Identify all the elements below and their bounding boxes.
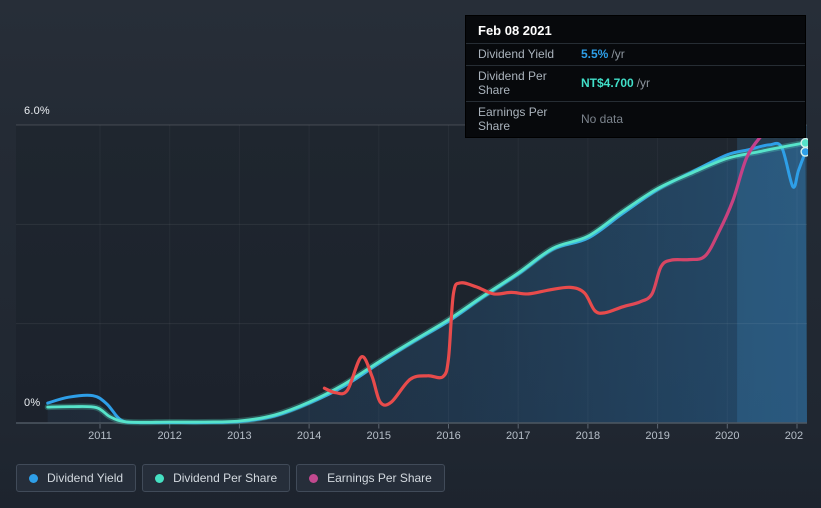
end-marker-dividend-yield[interactable] — [800, 146, 810, 157]
past-period-band — [737, 125, 807, 423]
tooltip-row-label: Dividend Per Share — [478, 69, 547, 97]
legend-label: Dividend Yield — [47, 471, 124, 485]
legend-label: Earnings Per Share — [327, 471, 432, 485]
x-axis-tick-label: 2021 — [784, 430, 804, 442]
x-axis-tick-label: 2013 — [227, 430, 252, 442]
x-axis-tick-label: 2012 — [157, 430, 182, 442]
legend-dot-earnings-per-share — [309, 473, 319, 483]
tooltip-date: Feb 08 2021 — [478, 23, 552, 38]
legend-dot-dividend-yield — [29, 473, 38, 483]
x-axis-tick-label: 2020 — [715, 430, 740, 442]
tooltip: Feb 08 2021 Dividend Yield 5.5%/yr Divid… — [465, 15, 806, 138]
tooltip-row-label: Dividend Yield — [478, 47, 555, 61]
legend-item-dividend-per-share[interactable]: Dividend Per Share — [142, 464, 291, 492]
legend: Dividend Yield Dividend Per Share Earnin… — [16, 464, 445, 492]
tooltip-row-value: No data — [581, 112, 624, 126]
x-axis-tick-label: 2017 — [505, 430, 531, 442]
tooltip-row-earnings-per-share: Earnings Per Share No data — [466, 101, 805, 137]
legend-item-earnings-per-share[interactable]: Earnings Per Share — [296, 464, 445, 492]
x-axis-tick-label: 2016 — [436, 430, 461, 442]
tooltip-row-value: 5.5% — [581, 47, 609, 61]
x-axis-tick-label: 2018 — [575, 430, 601, 442]
x-axis-tick-label: 2014 — [296, 430, 322, 442]
x-axis-tick-label: 2019 — [645, 430, 670, 442]
current-value-markers — [800, 137, 810, 157]
x-axis-labels: 2011 2012 2013 2014 2015 2016 2017 2018 2019 2020… — [0, 430, 804, 446]
tooltip-row-value: NT$4.700 — [581, 76, 634, 90]
y-axis-label-bottom: 0% — [24, 397, 41, 409]
x-axis-tick-label: 2011 — [88, 430, 112, 442]
legend-dot-dividend-per-share — [155, 473, 165, 483]
tooltip-row-label: Earnings Per Share — [478, 105, 548, 133]
y-axis-label-top: 6.0% — [24, 105, 50, 117]
tooltip-row-suffix: /yr — [611, 47, 625, 61]
legend-label: Dividend Per Share — [173, 471, 278, 485]
legend-item-dividend-yield[interactable]: Dividend Yield — [16, 464, 137, 492]
x-axis-tick-label: 2015 — [366, 430, 392, 442]
tooltip-row-dividend-per-share: Dividend Per Share NT$4.700/yr — [466, 65, 805, 101]
end-marker-dividend-per-share[interactable] — [800, 137, 810, 148]
tooltip-row-dividend-yield: Dividend Yield 5.5%/yr — [466, 43, 805, 65]
series-line-earnings-per-share[interactable] — [322, 119, 782, 407]
dividend-per-share-area — [47, 142, 807, 423]
series-line-dividend-per-share[interactable] — [46, 141, 807, 424]
tooltip-row-suffix: /yr — [636, 76, 651, 90]
